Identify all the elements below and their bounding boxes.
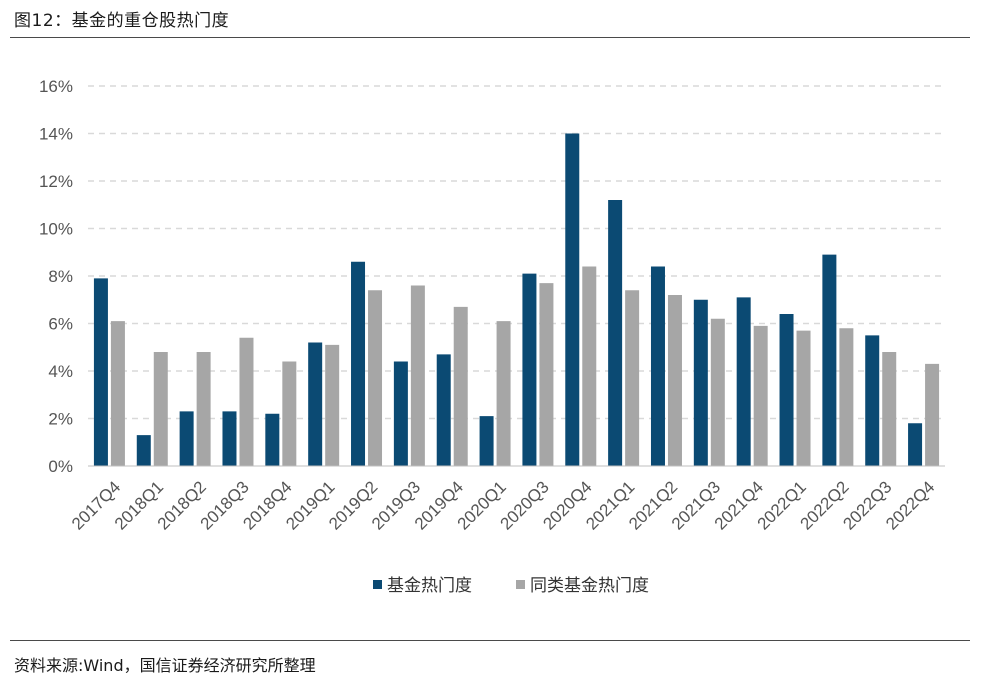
legend: 基金热门度 同类基金热门度 — [373, 576, 649, 596]
title-divider — [10, 37, 970, 38]
bar-peer-heat — [496, 321, 511, 466]
bar-peer-heat — [453, 306, 468, 466]
x-tick-label: 2022Q4 — [882, 477, 938, 533]
source-note: 资料来源:Wind，国信证券经济研究所整理 — [14, 656, 316, 675]
bar-fund-heat — [908, 423, 923, 466]
gridlines — [88, 85, 945, 420]
bar-peer-heat — [710, 318, 725, 466]
bar-peer-heat — [410, 285, 425, 466]
y-tick-label: 10% — [39, 220, 73, 239]
bar-peer-heat — [110, 321, 125, 466]
bar-peer-heat — [839, 328, 854, 466]
bar-fund-heat — [93, 278, 108, 466]
y-tick-label: 12% — [39, 172, 73, 191]
bar-fund-heat — [693, 299, 708, 466]
bar-fund-heat — [522, 273, 537, 466]
bar-peer-heat — [539, 283, 554, 466]
bar-peer-heat — [882, 352, 897, 466]
bar-fund-heat — [179, 411, 194, 466]
bar-chart: 0% 2% 4% 6% 8% 10% 12% 14% 16% 2017Q42018Q12018Q… — [39, 77, 945, 596]
y-tick-label: 8% — [48, 267, 73, 286]
bar-fund-heat — [608, 200, 623, 466]
bar-peer-heat — [196, 352, 211, 466]
bar-fund-heat — [136, 435, 151, 466]
bar-peer-heat — [153, 352, 168, 466]
bar-fund-heat — [822, 254, 837, 466]
figure-title: 图12：基金的重仓股热门度 — [14, 11, 230, 31]
legend-label-fund-heat: 基金热门度 — [387, 576, 472, 596]
bar-fund-heat — [865, 335, 880, 466]
y-tick-label: 4% — [48, 362, 73, 381]
bars — [93, 133, 940, 466]
y-tick-label: 2% — [48, 410, 73, 429]
bar-fund-heat — [565, 133, 580, 466]
bar-peer-heat — [325, 344, 340, 466]
bar-fund-heat — [308, 342, 323, 466]
bar-fund-heat — [351, 261, 366, 466]
bar-fund-heat — [393, 361, 408, 466]
bar-fund-heat — [650, 266, 665, 466]
y-tick-label: 0% — [48, 457, 73, 476]
y-tick-label: 14% — [39, 125, 73, 144]
bar-peer-heat — [282, 361, 297, 466]
source-divider — [10, 640, 970, 641]
legend-label-peer-heat: 同类基金热门度 — [530, 576, 649, 596]
y-tick-label: 16% — [39, 77, 73, 96]
bar-peer-heat — [925, 363, 940, 466]
bar-fund-heat — [779, 314, 794, 466]
y-tick-label: 6% — [48, 315, 73, 334]
bar-fund-heat — [479, 416, 494, 466]
legend-swatch-fund-heat — [373, 580, 382, 589]
bar-fund-heat — [436, 354, 451, 466]
bar-fund-heat — [222, 411, 237, 466]
bar-peer-heat — [239, 337, 254, 466]
bar-peer-heat — [753, 325, 768, 466]
x-axis-labels: 2017Q42018Q12018Q22018Q32018Q42019Q12019… — [68, 477, 938, 533]
bar-fund-heat — [265, 413, 280, 466]
legend-swatch-peer-heat — [516, 580, 525, 589]
bar-fund-heat — [736, 297, 751, 466]
bar-peer-heat — [368, 290, 383, 466]
y-axis-labels: 0% 2% 4% 6% 8% 10% 12% 14% 16% — [39, 77, 73, 476]
bar-peer-heat — [796, 330, 811, 466]
bar-peer-heat — [582, 266, 597, 466]
bar-peer-heat — [667, 295, 682, 466]
bar-peer-heat — [625, 290, 640, 466]
